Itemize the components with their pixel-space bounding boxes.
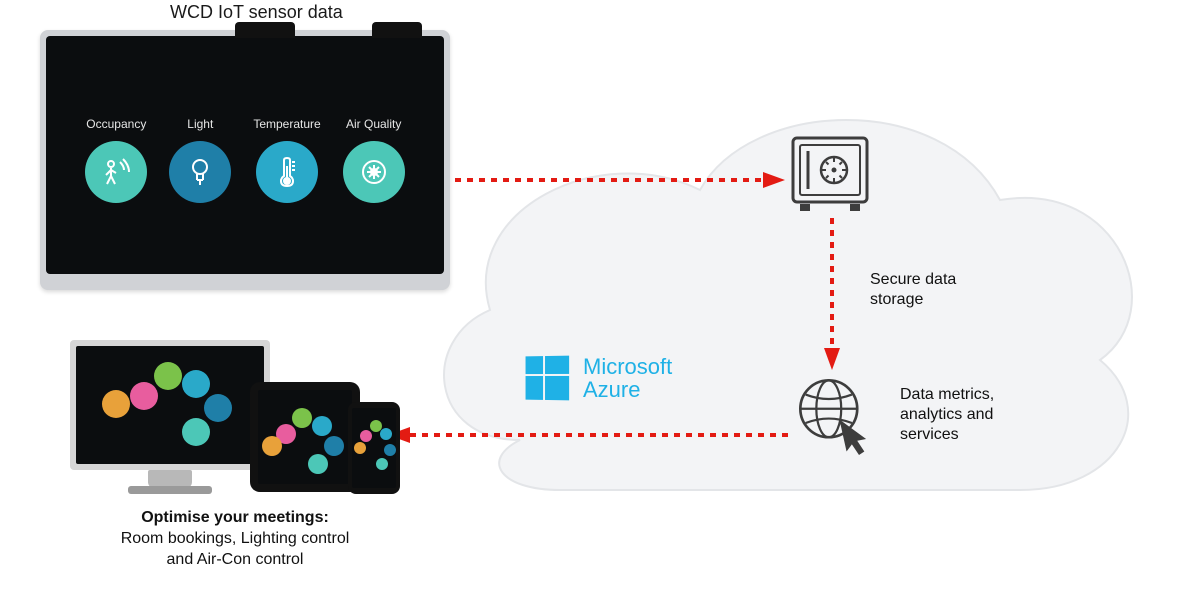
tablet [250,382,360,492]
safe-label: Secure data storage [870,270,956,310]
camera-module [372,22,422,38]
caption-line: Room bookings, Lighting control [100,529,370,550]
chart-bubble [380,428,392,440]
display-screen: Occupancy Light Temperature Air Quality [46,36,444,274]
caption-bold: Optimise your meetings: [100,508,370,529]
windows-icon [526,356,570,401]
arrow-display-to-safe [455,170,785,190]
wcd-display: Occupancy Light Temperature Air Quality [40,30,450,290]
arrow-globe-to-devices [388,425,788,445]
chart-bubble [354,442,366,454]
azure-logo: Microsoft Azure [525,355,672,401]
chart-bubble [204,394,232,422]
azure-line: Azure [583,378,672,401]
globe-label: Data metrics, analytics and services [900,385,1040,445]
sensor-label: Light [187,117,213,131]
chart-bubble [292,408,312,428]
sensor-label: Occupancy [86,117,146,131]
sensor-occupancy: Occupancy [85,117,147,203]
phone [348,402,400,494]
monitor-screen [76,346,264,464]
chart-bubble [262,436,282,456]
light-icon [169,141,231,203]
azure-line: Microsoft [583,355,672,378]
sensor-airquality: Air Quality [343,117,405,203]
caption-line: and Air-Con control [100,550,370,571]
azure-text: Microsoft Azure [583,355,672,401]
sensor-label: Temperature [253,117,320,131]
tablet-screen [258,390,352,484]
camera-module [235,22,295,38]
chart-bubble [154,362,182,390]
monitor [70,340,270,470]
globe-icon [795,375,875,455]
chart-bubble [360,430,372,442]
globe-label-line: Data metrics, [900,385,1040,405]
wcd-title: WCD IoT sensor data [170,2,343,23]
safe-icon [790,135,870,213]
temperature-icon [256,141,318,203]
chart-bubble [102,390,130,418]
arrow-safe-to-globe [822,218,842,370]
sensor-light: Light [169,117,231,203]
chart-bubble [312,416,332,436]
sensor-label: Air Quality [346,117,401,131]
phone-screen [352,408,396,488]
chart-bubble [376,458,388,470]
globe-label-line: services [900,425,1040,445]
safe-label-line: storage [870,290,956,310]
sensor-temperature: Temperature [253,117,320,203]
chart-bubble [182,418,210,446]
chart-bubble [130,382,158,410]
chart-bubble [308,454,328,474]
chart-bubble [384,444,396,456]
globe-label-line: analytics and [900,405,1040,425]
occupancy-icon [85,141,147,203]
airquality-icon [343,141,405,203]
chart-bubble [182,370,210,398]
devices-group [70,340,380,500]
safe-label-line: Secure data [870,270,956,290]
devices-caption: Optimise your meetings: Room bookings, L… [100,508,370,570]
chart-bubble [324,436,344,456]
